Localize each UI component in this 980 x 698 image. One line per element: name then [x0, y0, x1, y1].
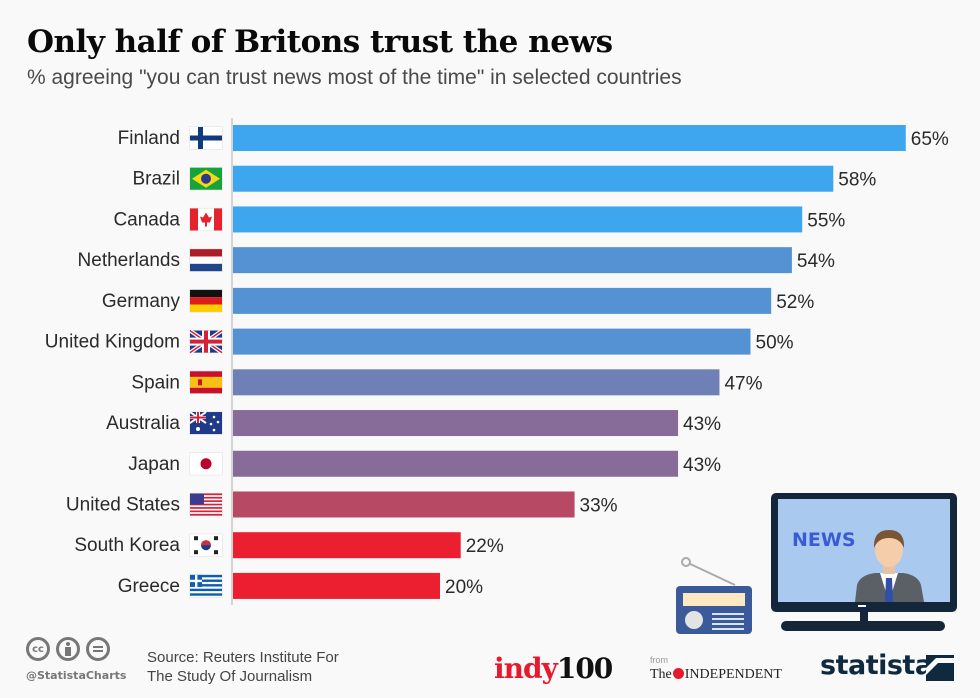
- value-label: 54%: [797, 251, 835, 272]
- value-label: 33%: [580, 495, 618, 516]
- category-label: Netherlands: [78, 250, 180, 271]
- category-label: Japan: [128, 454, 180, 475]
- statista-handle[interactable]: @StatistaCharts: [26, 669, 127, 682]
- category-label: Germany: [102, 291, 181, 312]
- value-label: 52%: [776, 292, 814, 313]
- bar: [233, 410, 679, 437]
- category-label: Finland: [118, 128, 180, 149]
- chart-subtitle: % agreeing "you can trust news most of t…: [27, 66, 682, 89]
- value-label: 43%: [683, 414, 721, 435]
- independent-logo-part-a: The: [650, 667, 672, 682]
- south-korea-flag-icon: [189, 533, 223, 557]
- bar: [233, 532, 461, 559]
- finland-flag-icon: [189, 126, 223, 150]
- value-label: 22%: [466, 536, 504, 557]
- bar-row: Australia 43%: [106, 410, 721, 437]
- tv-icon: NEWS: [771, 493, 957, 631]
- bar: [233, 328, 751, 355]
- bar: [233, 287, 772, 314]
- category-label: United States: [66, 494, 180, 515]
- bar: [233, 369, 720, 396]
- by-icon: [56, 637, 80, 661]
- license-icons: cc: [26, 637, 110, 661]
- value-label: 47%: [724, 373, 762, 394]
- statista-logo[interactable]: statista: [820, 650, 933, 681]
- chart-title: Only half of Britons trust the news: [27, 24, 613, 60]
- bar-row: United Kingdom 50%: [45, 328, 794, 355]
- indy100-logo-part-a: indy: [494, 652, 558, 685]
- bar-row: United States 33%: [66, 491, 618, 518]
- spain-flag-icon: [189, 370, 223, 394]
- tv-news-label: NEWS: [792, 529, 856, 551]
- independent-logo-part-b: INDEPENDENT: [684, 667, 782, 682]
- japan-flag-icon: [189, 452, 223, 476]
- netherlands-flag-icon: [189, 248, 223, 272]
- germany-flag-icon: [189, 289, 223, 313]
- category-label: United Kingdom: [45, 332, 180, 353]
- value-label: 55%: [807, 210, 845, 231]
- from-label: from: [650, 655, 668, 665]
- bar-chart: Finland 65% Brazil 58% Canada 55% Netherlands 5…: [45, 118, 957, 634]
- bar: [233, 572, 440, 599]
- news-anchor-icon: [855, 530, 924, 602]
- source-line-2: The Study Of Journalism: [147, 668, 313, 685]
- bar-row: Germany 52%: [102, 287, 814, 314]
- category-label: Canada: [113, 209, 180, 230]
- indy100-logo[interactable]: indy100: [494, 652, 613, 685]
- nd-icon: [86, 637, 110, 661]
- bars-group: Finland 65% Brazil 58% Canada 55% Netherlands 5…: [45, 125, 949, 599]
- independent-logo[interactable]: The INDEPENDENT: [650, 667, 782, 683]
- bar-row: Canada 55%: [113, 206, 845, 233]
- bar-row: Spain 47%: [131, 369, 763, 396]
- bar-row: Netherlands 54%: [78, 247, 835, 274]
- source-line-1: Source: Reuters Institute For: [147, 649, 339, 666]
- value-label: 50%: [756, 333, 794, 354]
- value-label: 43%: [683, 455, 721, 476]
- source-note: Source: Reuters Institute For The Study …: [147, 648, 339, 686]
- eagle-icon: [672, 668, 684, 679]
- australia-flag-icon: [189, 411, 223, 435]
- canada-flag-icon: [189, 207, 223, 231]
- value-label: 65%: [911, 129, 949, 150]
- usa-flag-icon: [189, 492, 223, 516]
- category-label: Australia: [106, 413, 180, 434]
- bar: [233, 491, 575, 518]
- bar: [233, 165, 834, 192]
- bar-row: Greece 20%: [118, 572, 483, 599]
- uk-flag-icon: [188, 328, 224, 355]
- bar: [233, 125, 906, 151]
- statista-mark-icon: [926, 655, 954, 681]
- value-label: 20%: [445, 577, 483, 598]
- brazil-flag-icon: [189, 167, 223, 191]
- radio-icon: [676, 557, 752, 634]
- cc-icon: cc: [26, 637, 50, 661]
- bar-row: Brazil 58%: [132, 165, 876, 192]
- category-label: Greece: [118, 576, 180, 597]
- bar-row: Japan 43%: [128, 450, 721, 477]
- bar: [233, 206, 803, 233]
- bar-row: South Korea 22%: [74, 532, 504, 559]
- indy100-logo-part-b: 100: [556, 652, 613, 685]
- category-label: Spain: [131, 372, 180, 393]
- bar-row: Finland 65%: [118, 125, 949, 151]
- greece-flag-icon: [189, 574, 223, 598]
- bar: [233, 247, 792, 274]
- category-label: South Korea: [74, 535, 180, 556]
- bar: [233, 450, 679, 477]
- value-label: 58%: [838, 170, 876, 191]
- category-label: Brazil: [132, 169, 180, 190]
